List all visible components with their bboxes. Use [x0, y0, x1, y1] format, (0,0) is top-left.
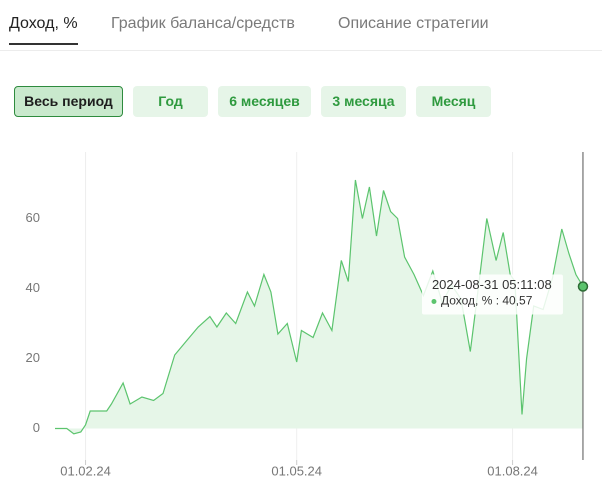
- y-tick-label: 0: [33, 420, 40, 435]
- filter-button[interactable]: Месяц: [416, 86, 491, 117]
- hover-point: [577, 281, 589, 292]
- y-tick-label: 40: [26, 280, 40, 295]
- x-tick-label: 01.05.24: [271, 463, 322, 478]
- tab[interactable]: График баланса/средств: [111, 15, 295, 32]
- y-tick-label: 60: [26, 210, 40, 225]
- tooltip-title: 2024-08-31 05:11:08: [432, 277, 552, 292]
- tooltip-value: Доход, % : 40,57: [441, 294, 533, 308]
- x-tick-label: 01.02.24: [60, 463, 111, 478]
- tab[interactable]: Описание стратегии: [338, 15, 489, 32]
- filter-button[interactable]: 3 месяца: [321, 86, 406, 117]
- x-tick-label: 01.08.24: [487, 463, 538, 478]
- area: [55, 180, 583, 434]
- tooltip-dot: [431, 299, 437, 305]
- tooltip: [421, 274, 563, 315]
- y-tick-label: 20: [26, 350, 40, 365]
- line: [55, 179, 584, 435]
- filter-button[interactable]: Год: [133, 86, 208, 117]
- filter-button[interactable]: Весь период: [14, 86, 123, 117]
- tab[interactable]: Доход, %: [9, 15, 78, 45]
- tab-bar: Доход, % График баланса/средств Описание…: [0, 0, 602, 51]
- filter-button[interactable]: 6 месяцев: [218, 86, 311, 117]
